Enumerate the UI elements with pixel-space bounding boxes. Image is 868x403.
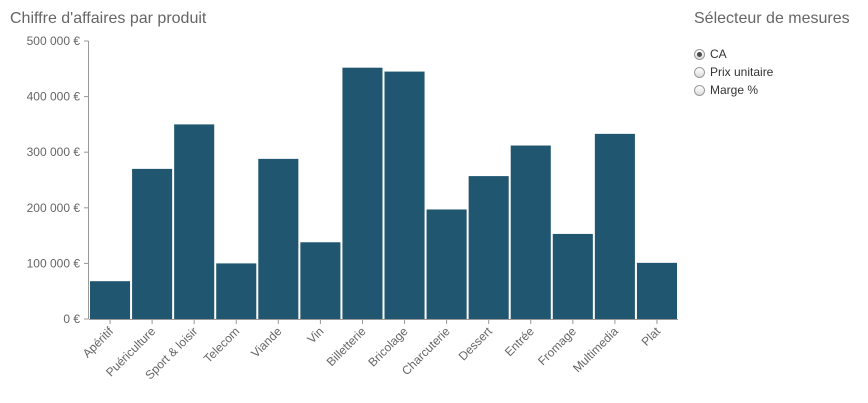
radio-label-marge: Marge %	[710, 83, 759, 97]
bar	[300, 242, 341, 319]
y-tick-label: 300 000 €	[27, 145, 81, 159]
x-tick-label: Dessert	[456, 324, 496, 364]
bar	[132, 168, 173, 319]
bar	[594, 133, 635, 319]
bar	[258, 158, 299, 319]
x-tick-label: Entrée	[502, 324, 537, 359]
y-tick-label: 0 €	[63, 312, 80, 326]
radio-label-prix-unitaire: Prix unitaire	[710, 65, 774, 79]
radio-option-marge[interactable]: Marge %	[694, 81, 864, 99]
x-tick-label: Vin	[304, 324, 326, 346]
bar	[552, 233, 593, 319]
radio-option-ca[interactable]: CA	[694, 45, 864, 63]
bar	[468, 176, 509, 319]
y-tick-label: 100 000 €	[27, 256, 81, 270]
y-tick-label: 400 000 €	[27, 90, 81, 104]
radio-button-prix-unitaire[interactable]	[694, 66, 705, 78]
x-tick-label: Telecom	[201, 324, 242, 365]
bar	[426, 209, 467, 319]
measure-selector-title: Sélecteur de mesures	[694, 10, 850, 27]
y-tick-label: 200 000 €	[27, 201, 81, 215]
x-tick-label: Billetterie	[324, 324, 369, 369]
radio-button-marge[interactable]	[694, 84, 705, 96]
x-tick-label: Plat	[639, 324, 664, 349]
bar	[342, 67, 383, 319]
x-tick-label: Multimedia	[570, 324, 621, 375]
x-tick-label: Apéritif	[80, 324, 117, 361]
bar	[174, 124, 215, 320]
radio-button-ca[interactable]	[694, 48, 705, 60]
x-tick-label: Viande	[248, 324, 284, 360]
bar	[90, 281, 131, 319]
measure-selector-panel: Sélecteur de mesures CA Prix unitaire Ma…	[694, 10, 864, 99]
bar-chart: 0 € 100 000 € 200 000 € 300 000 € 400 000 € 5…	[27, 34, 678, 382]
chart-title: Chiffre d'affaires par produit	[10, 10, 207, 27]
bar	[384, 71, 425, 319]
bar	[510, 145, 551, 319]
bar	[216, 263, 257, 319]
y-tick-label: 500 000 €	[27, 34, 81, 48]
radio-option-prix-unitaire[interactable]: Prix unitaire	[694, 63, 864, 81]
bar	[636, 262, 677, 319]
radio-label-ca: CA	[710, 47, 727, 61]
